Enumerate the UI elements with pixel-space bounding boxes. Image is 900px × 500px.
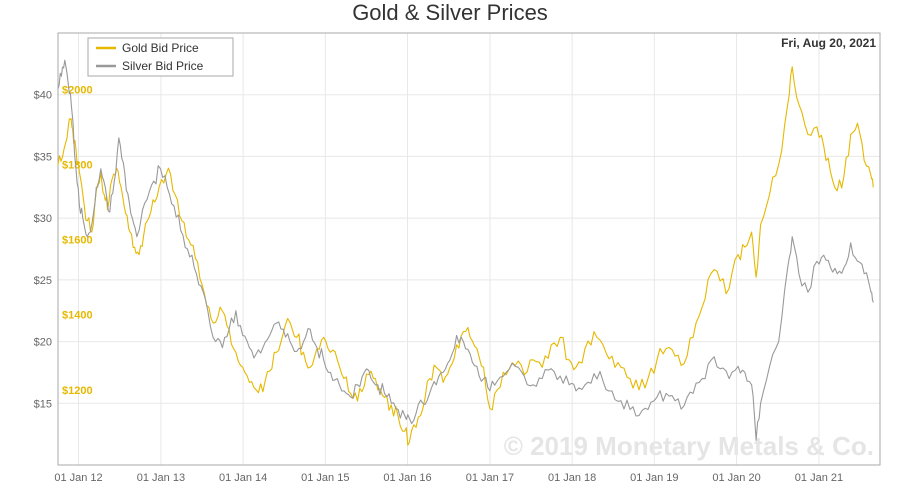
y-left-tick: $20	[34, 337, 52, 349]
x-tick-label: 01 Jan 18	[548, 472, 596, 484]
y-left-tick: $25	[34, 275, 52, 287]
chart-title: Gold & Silver Prices	[352, 0, 548, 25]
y-left-tick: $30	[34, 213, 52, 225]
chart-svg: © 2019 Monetary Metals & Co. Gold & Silve…	[0, 0, 900, 500]
chart-date-label: Fri, Aug 20, 2021	[781, 36, 876, 50]
x-tick-label: 01 Jan 20	[712, 472, 760, 484]
y-right-tick: $1200	[62, 385, 93, 397]
legend-label: Gold Bid Price	[122, 41, 199, 55]
x-tick-label: 01 Jan 14	[219, 472, 267, 484]
y-right-tick: $2000	[62, 84, 93, 96]
x-tick-label: 01 Jan 12	[54, 472, 102, 484]
x-tick-label: 01 Jan 17	[466, 472, 514, 484]
watermark-text: © 2019 Monetary Metals & Co.	[504, 431, 874, 461]
x-tick-label: 01 Jan 19	[630, 472, 678, 484]
x-tick-label: 01 Jan 16	[383, 472, 431, 484]
y-right-tick: $1400	[62, 310, 93, 322]
legend-label: Silver Bid Price	[122, 59, 204, 73]
x-tick-label: 01 Jan 15	[301, 472, 349, 484]
x-tick-label: 01 Jan 21	[795, 472, 843, 484]
y-left-tick: $35	[34, 151, 52, 163]
price-chart: © 2019 Monetary Metals & Co. Gold & Silve…	[0, 0, 900, 500]
y-left-tick: $15	[34, 398, 52, 410]
y-left-tick: $40	[34, 90, 52, 102]
x-tick-label: 01 Jan 13	[137, 472, 185, 484]
